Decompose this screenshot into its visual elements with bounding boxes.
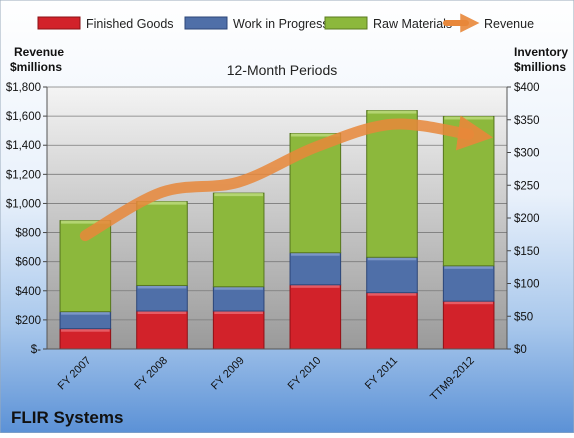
bar-top-highlight [291,284,340,288]
left-tick-label: $800 [15,228,41,240]
bar-work-in-progress [289,252,342,286]
left-axis-title-line1: Revenue [14,45,64,59]
left-tick-label: $1,200 [6,169,41,181]
right-tick-label: $0 [514,344,527,356]
bar-top-highlight [444,116,493,120]
legend-swatch-finished-goods [37,16,81,30]
bar-top-highlight [61,311,110,315]
right-tick-label: $200 [514,213,540,225]
company-name: FLIR Systems [11,408,123,427]
right-tick-label: $100 [514,279,540,291]
legend: Finished Goods Work in Progress Raw Mate… [37,13,534,33]
legend-swatch-work-in-progress [184,16,228,30]
grid-lines [47,86,507,350]
revenue-point [84,235,86,237]
left-tick-label: $600 [15,257,41,269]
bar-finished-goods [442,300,495,350]
bar-top-highlight [61,220,110,224]
bar-work-in-progress [136,284,188,312]
bar-top-highlight [291,133,340,137]
right-tick-label: $300 [514,148,540,160]
chart-title: 12-Month Periods [227,62,338,78]
bar-top-highlight [444,265,493,269]
left-tick-label: $- [31,344,41,356]
bar-raw-materials [366,110,418,258]
right-tick-label: $150 [514,246,540,258]
bar-top-highlight [444,301,493,305]
bar-top-highlight [61,328,110,332]
legend-label-work-in-progress: Work in Progress [233,17,329,31]
revenue-point [238,181,240,183]
right-tick-label: $250 [514,180,540,192]
revenue-point [391,123,393,125]
bar-raw-materials [212,192,265,288]
left-tick-label: $1,800 [6,82,41,94]
left-tick-label: $1,600 [6,111,41,123]
legend-label-raw-materials: Raw Materials [373,17,452,31]
bar-finished-goods [289,284,342,350]
bar-top-highlight [367,292,417,296]
left-tick-label: $1,400 [6,140,41,152]
bar-top-highlight [291,252,340,256]
revenue-point [314,146,316,148]
bar-top-highlight [367,110,417,114]
bar-top-highlight [137,201,187,205]
right-axis-title-line2: $millions [514,60,566,74]
bar-raw-materials [136,201,188,286]
right-tick-label: $350 [514,115,540,127]
legend-label-finished-goods: Finished Goods [86,17,174,31]
left-axis-title-line2: $millions [10,60,62,74]
legend-label-revenue: Revenue [484,17,534,31]
right-tick-label: $400 [514,82,540,94]
revenue-line [79,115,494,242]
left-tick-label: $1,000 [6,198,41,210]
bar-top-highlight [214,193,263,197]
revenue-point [468,133,470,135]
bar-top-highlight [214,286,263,290]
bar-finished-goods [366,292,418,350]
bar-work-in-progress [442,265,495,302]
bar-finished-goods [59,328,112,350]
bar-finished-goods [212,310,265,350]
right-tick-label: $50 [514,311,533,323]
legend-swatch-raw-materials [324,16,368,30]
revenue-point [161,191,163,193]
left-tick-label: $400 [15,286,41,298]
bar-work-in-progress [212,286,265,312]
bar-work-in-progress [366,256,418,294]
bars [59,110,495,350]
left-tick-label: $200 [15,315,41,327]
bar-top-highlight [214,311,263,315]
right-axis-title-line1: Inventory [514,45,568,59]
bar-finished-goods [136,310,188,350]
revenue-line-path [79,115,494,242]
bar-top-highlight [137,285,187,289]
bar-top-highlight [137,311,187,315]
bar-top-highlight [367,257,417,261]
